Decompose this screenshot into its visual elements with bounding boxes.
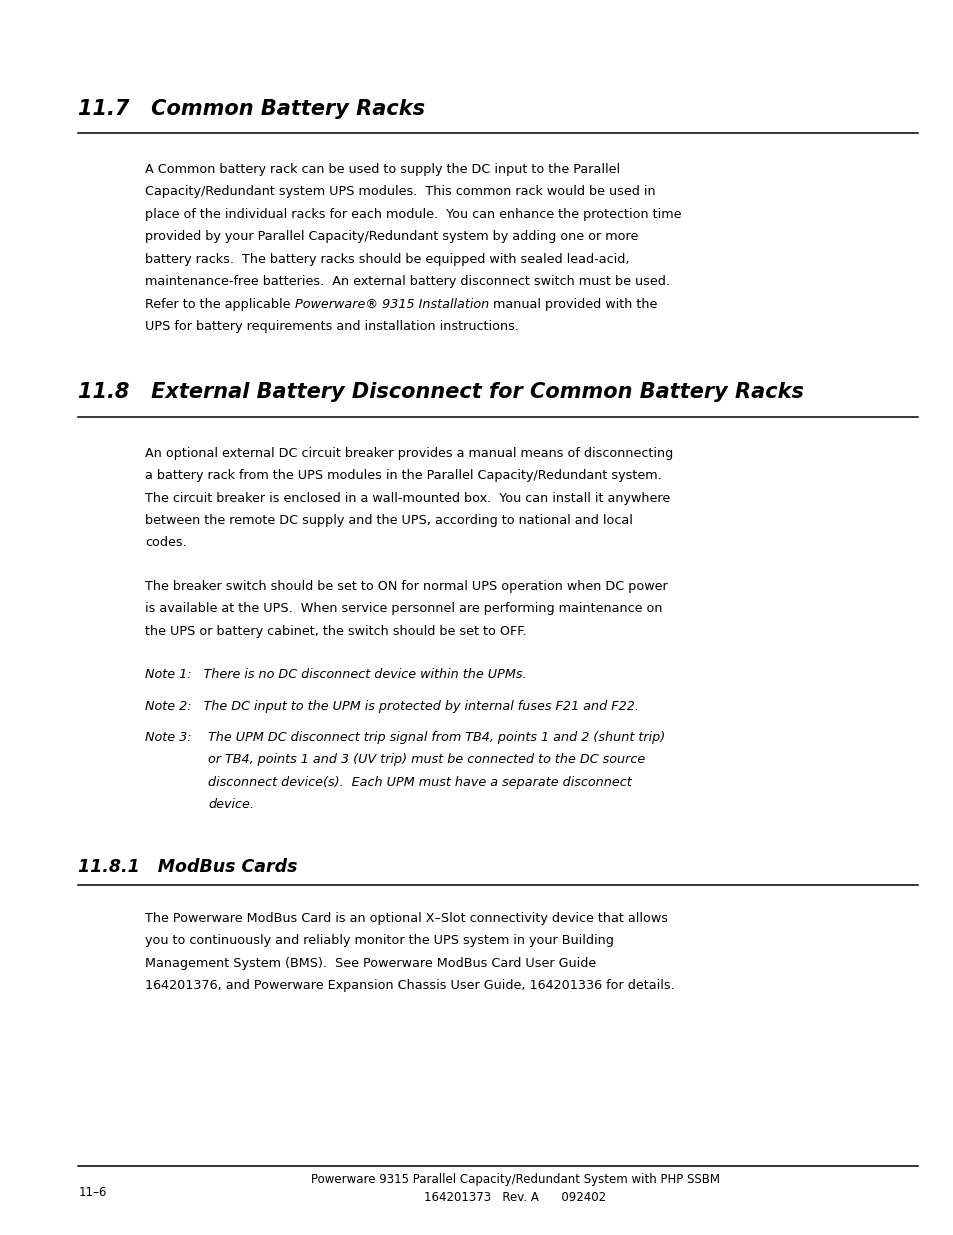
Text: Note 1:   There is no DC disconnect device within the UPMs.: Note 1: There is no DC disconnect device… xyxy=(145,668,526,682)
Text: Refer to the applicable: Refer to the applicable xyxy=(145,298,294,311)
Text: An optional external DC circuit breaker provides a manual means of disconnecting: An optional external DC circuit breaker … xyxy=(145,447,673,459)
Text: UPS for battery requirements and installation instructions.: UPS for battery requirements and install… xyxy=(145,320,518,333)
Text: 164201376, and Powerware Expansion Chassis User Guide, 164201336 for details.: 164201376, and Powerware Expansion Chass… xyxy=(145,979,674,993)
Text: 11.7   Common Battery Racks: 11.7 Common Battery Racks xyxy=(78,99,425,119)
Text: between the remote DC supply and the UPS, according to national and local: between the remote DC supply and the UPS… xyxy=(145,514,632,527)
Text: place of the individual racks for each module.  You can enhance the protection t: place of the individual racks for each m… xyxy=(145,207,680,221)
Text: disconnect device(s).  Each UPM must have a separate disconnect: disconnect device(s). Each UPM must have… xyxy=(208,776,631,789)
Text: maintenance-free batteries.  An external battery disconnect switch must be used.: maintenance-free batteries. An external … xyxy=(145,275,669,289)
Text: 11.8   External Battery Disconnect for Common Battery Racks: 11.8 External Battery Disconnect for Com… xyxy=(78,383,803,403)
Text: 11–6: 11–6 xyxy=(78,1186,107,1199)
Text: is available at the UPS.  When service personnel are performing maintenance on: is available at the UPS. When service pe… xyxy=(145,603,661,615)
Text: the UPS or battery cabinet, the switch should be set to OFF.: the UPS or battery cabinet, the switch s… xyxy=(145,625,526,638)
Text: or TB4, points 1 and 3 (UV trip) must be connected to the DC source: or TB4, points 1 and 3 (UV trip) must be… xyxy=(208,753,644,766)
Text: The UPM DC disconnect trip signal from TB4, points 1 and 2 (shunt trip): The UPM DC disconnect trip signal from T… xyxy=(208,731,664,743)
Text: Capacity/Redundant system UPS modules.  This common rack would be used in: Capacity/Redundant system UPS modules. T… xyxy=(145,185,655,199)
Text: you to continuously and reliably monitor the UPS system in your Building: you to continuously and reliably monitor… xyxy=(145,935,613,947)
Text: manual provided with the: manual provided with the xyxy=(488,298,657,311)
Text: a battery rack from the UPS modules in the Parallel Capacity/Redundant system.: a battery rack from the UPS modules in t… xyxy=(145,469,661,482)
Text: Note 2:   The DC input to the UPM is protected by internal fuses F21 and F22.: Note 2: The DC input to the UPM is prote… xyxy=(145,699,639,713)
Text: provided by your Parallel Capacity/Redundant system by adding one or more: provided by your Parallel Capacity/Redun… xyxy=(145,231,638,243)
Text: Note 3:: Note 3: xyxy=(145,731,192,743)
Text: Powerware® 9315 Installation: Powerware® 9315 Installation xyxy=(294,298,488,311)
Text: A Common battery rack can be used to supply the DC input to the Parallel: A Common battery rack can be used to sup… xyxy=(145,163,619,177)
Text: device.: device. xyxy=(208,798,253,811)
Text: Management System (BMS).  See Powerware ModBus Card User Guide: Management System (BMS). See Powerware M… xyxy=(145,957,596,969)
Text: 11.8.1   ModBus Cards: 11.8.1 ModBus Cards xyxy=(78,857,297,876)
Text: Powerware 9315 Parallel Capacity/Redundant System with PHP SSBM
164201373   Rev.: Powerware 9315 Parallel Capacity/Redunda… xyxy=(311,1173,719,1204)
Text: codes.: codes. xyxy=(145,536,187,550)
Text: The Powerware ModBus Card is an optional X–Slot connectivity device that allows: The Powerware ModBus Card is an optional… xyxy=(145,911,667,925)
Text: The breaker switch should be set to ON for normal UPS operation when DC power: The breaker switch should be set to ON f… xyxy=(145,580,667,593)
Text: The circuit breaker is enclosed in a wall-mounted box.  You can install it anywh: The circuit breaker is enclosed in a wal… xyxy=(145,492,670,505)
Text: battery racks.  The battery racks should be equipped with sealed lead-acid,: battery racks. The battery racks should … xyxy=(145,253,629,266)
